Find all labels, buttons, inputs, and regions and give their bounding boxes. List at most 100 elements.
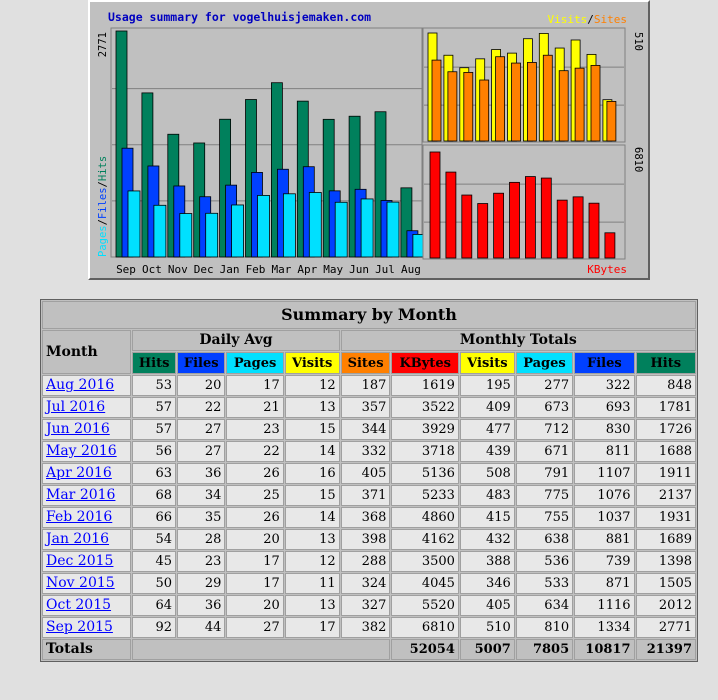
- month-link[interactable]: Feb 2016: [46, 509, 113, 525]
- month-link[interactable]: Apr 2016: [46, 465, 112, 481]
- daily-avg-cell: 68: [132, 485, 176, 506]
- chart-title: Usage summary for vogelhuisjemaken.com: [108, 10, 371, 24]
- sites-bar: [590, 65, 601, 142]
- legend-separator: /: [587, 13, 594, 26]
- daily-avg-header: Daily Avg: [132, 330, 340, 351]
- totals-kbytes: 52054: [391, 639, 459, 660]
- month-link[interactable]: Aug 2016: [46, 377, 115, 393]
- monthly-total-cell: 510: [459, 617, 515, 638]
- table-row: Feb 2016 66 35 26 14 368 4860 415 755 1037 1931: [42, 507, 696, 528]
- monthly-total-cell: 382: [340, 617, 391, 638]
- month-link[interactable]: Jan 2016: [46, 531, 110, 547]
- daily-avg-cell: 17: [226, 573, 284, 594]
- daily-avg-cell: 23: [176, 551, 226, 572]
- month-cell: Jan 2016: [42, 529, 132, 550]
- monthly-total-cell: 536: [515, 551, 574, 572]
- monthly-total-cell: 6810: [391, 617, 459, 638]
- daily-avg-cell: 50: [132, 573, 176, 594]
- monthly-total-cell: 1107: [574, 463, 635, 484]
- monthly-total-cell: 775: [515, 485, 574, 506]
- month-cell: Dec 2015: [42, 551, 132, 572]
- monthly-total-cell: 187: [340, 375, 391, 396]
- usage-chart-panel: Sep Oct Nov Dec Jan Feb Mar Apr May Jun Jul Aug Usa…: [88, 0, 650, 280]
- totals-visits: 5007: [459, 639, 515, 660]
- daily-pages-header: Pages: [226, 352, 284, 374]
- daily-avg-cell: 15: [284, 419, 340, 440]
- kbytes-bar: [604, 232, 616, 259]
- month-link[interactable]: Sep 2015: [46, 619, 113, 635]
- hits-bar: [322, 118, 335, 258]
- visits-sites-bars: [427, 32, 617, 142]
- daily-files-header: Files: [176, 352, 226, 374]
- month-link[interactable]: May 2016: [46, 443, 117, 459]
- month-link[interactable]: Nov 2015: [46, 575, 115, 591]
- monthly-total-cell: 398: [340, 529, 391, 550]
- month-cell: Jul 2016: [42, 397, 132, 418]
- hits-bar: [348, 115, 361, 258]
- monthly-total-cell: 195: [459, 375, 515, 396]
- daily-avg-cell: 13: [284, 595, 340, 616]
- daily-avg-cell: 27: [176, 419, 226, 440]
- month-tick-label: Nov: [168, 263, 188, 276]
- monthly-total-cell: 388: [459, 551, 515, 572]
- monthly-total-cell: 5233: [391, 485, 459, 506]
- monthly-total-cell: 432: [459, 529, 515, 550]
- monthly-kbytes-header: KBytes: [391, 352, 459, 374]
- kbytes-bar: [445, 171, 457, 259]
- monthly-total-cell: 439: [459, 441, 515, 462]
- monthly-total-cell: 739: [574, 551, 635, 572]
- sites-bar: [606, 101, 617, 142]
- daily-hits-header: Hits: [132, 352, 176, 374]
- pages-bar: [386, 201, 400, 258]
- monthly-total-cell: 277: [515, 375, 574, 396]
- month-link[interactable]: Mar 2016: [46, 487, 116, 503]
- pages-bar: [205, 212, 219, 258]
- kbytes-bar: [572, 196, 584, 259]
- monthly-total-cell: 483: [459, 485, 515, 506]
- sites-legend-label: Sites: [594, 13, 627, 26]
- pages-bar: [127, 190, 141, 258]
- main-graph-bars: [115, 30, 426, 258]
- month-cell: Mar 2016: [42, 485, 132, 506]
- daily-avg-cell: 12: [284, 375, 340, 396]
- kbytes-bar: [588, 202, 600, 259]
- monthly-total-cell: 3718: [391, 441, 459, 462]
- pages-bar: [360, 198, 374, 258]
- sites-bar: [495, 56, 506, 142]
- monthly-total-cell: 848: [635, 375, 696, 396]
- month-link[interactable]: Jul 2016: [46, 399, 106, 415]
- monthly-totals-header: Monthly Totals: [340, 330, 696, 351]
- daily-avg-cell: 15: [284, 485, 340, 506]
- table-column-header-row: Hits Files Pages Visits Sites KBytes Vis…: [42, 352, 696, 374]
- daily-avg-cell: 27: [226, 617, 284, 638]
- monthly-total-cell: 357: [340, 397, 391, 418]
- kbytes-axis-max-label: 6810: [632, 147, 644, 172]
- month-column-header: Month: [42, 330, 132, 374]
- daily-avg-cell: 53: [132, 375, 176, 396]
- daily-avg-cell: 26: [226, 463, 284, 484]
- monthly-total-cell: 3929: [391, 419, 459, 440]
- kbytes-bar: [540, 177, 552, 259]
- table-row: Dec 2015 45 23 17 12 288 3500 388 536 739 1398: [42, 551, 696, 572]
- month-link[interactable]: Jun 2016: [46, 421, 110, 437]
- month-link[interactable]: Oct 2015: [46, 597, 112, 613]
- monthly-total-cell: 811: [574, 441, 635, 462]
- daily-avg-cell: 14: [284, 441, 340, 462]
- sites-bar: [558, 70, 569, 142]
- sites-bar: [479, 79, 490, 142]
- daily-avg-cell: 16: [284, 463, 340, 484]
- monthly-total-cell: 881: [574, 529, 635, 550]
- daily-visits-header: Visits: [284, 352, 340, 374]
- daily-avg-cell: 64: [132, 595, 176, 616]
- daily-avg-cell: 45: [132, 551, 176, 572]
- month-cell: Apr 2016: [42, 463, 132, 484]
- daily-avg-cell: 21: [226, 397, 284, 418]
- monthly-total-cell: 1781: [635, 397, 696, 418]
- month-cell: May 2016: [42, 441, 132, 462]
- daily-avg-cell: 57: [132, 419, 176, 440]
- month-link[interactable]: Dec 2015: [46, 553, 114, 569]
- monthly-total-cell: 344: [340, 419, 391, 440]
- monthly-hits-header: Hits: [635, 352, 696, 374]
- monthly-total-cell: 322: [574, 375, 635, 396]
- month-tick-label: Jan: [220, 263, 240, 276]
